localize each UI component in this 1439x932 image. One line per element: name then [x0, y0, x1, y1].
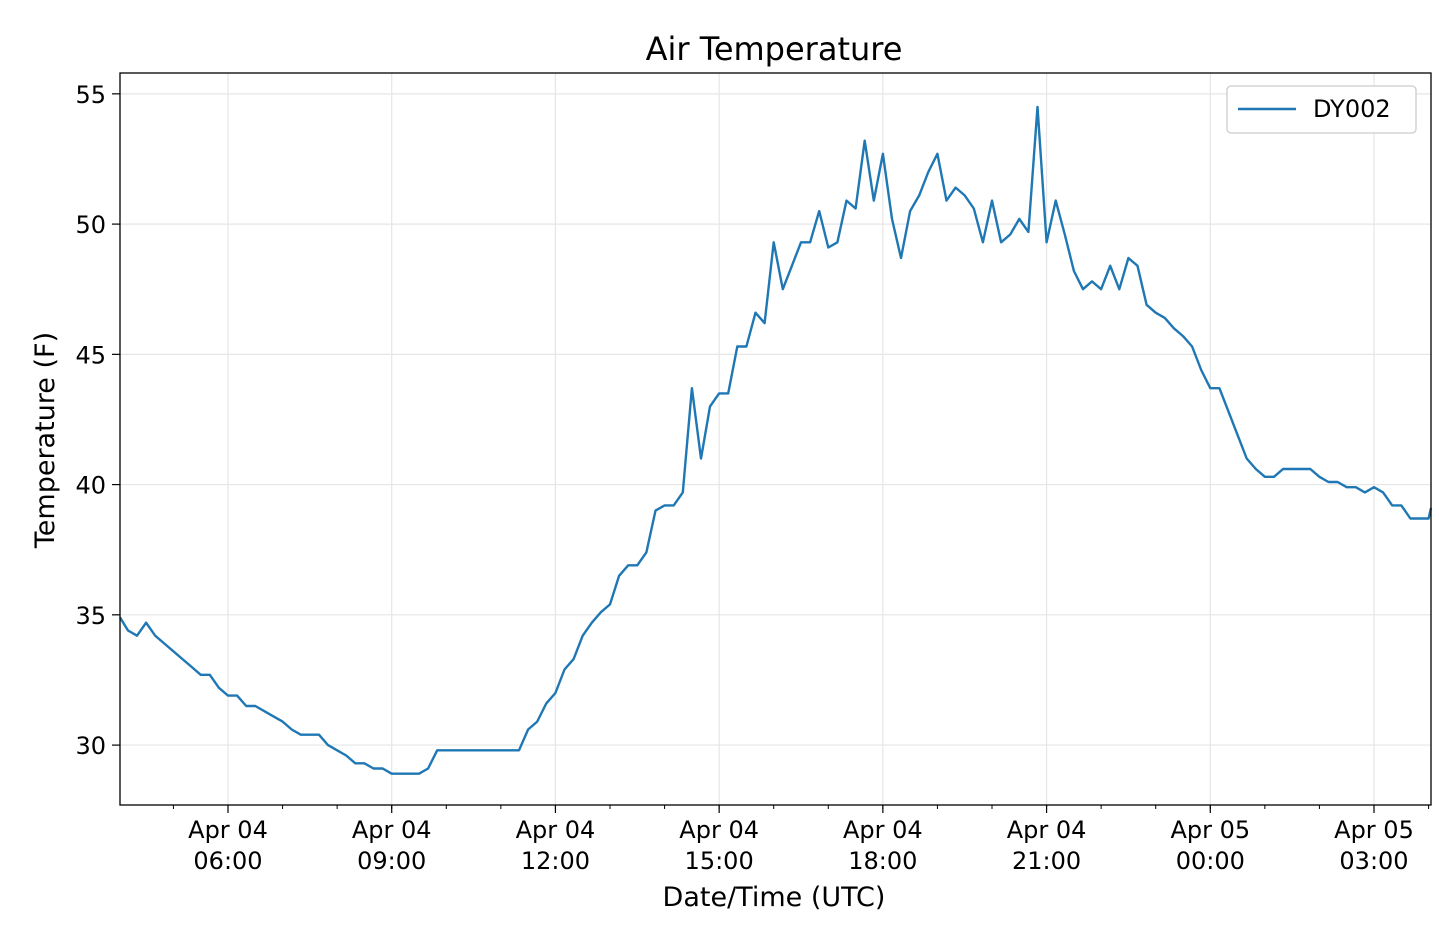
- x-tick-label-time: 03:00: [1339, 847, 1408, 875]
- y-tick-label: 50: [75, 211, 106, 239]
- x-tick-label-time: 21:00: [1012, 847, 1081, 875]
- chart-title: Air Temperature: [646, 30, 903, 68]
- x-tick-label-date: Apr 04: [679, 816, 759, 844]
- y-axis-label: Temperature (F): [30, 332, 61, 549]
- x-tick-label-date: Apr 04: [352, 816, 432, 844]
- x-tick-label-time: 06:00: [193, 847, 262, 875]
- y-tick-label: 45: [75, 341, 106, 369]
- x-tick-label-time: 00:00: [1176, 847, 1245, 875]
- legend: DY002: [1226, 85, 1417, 134]
- x-tick-label-time: 09:00: [357, 847, 426, 875]
- x-tick-label-date: Apr 04: [188, 816, 268, 844]
- legend-box: [1226, 85, 1417, 134]
- y-tick-label: 40: [75, 472, 106, 500]
- y-axis: 30 35 40 45 50 55: [75, 81, 120, 760]
- axes-frame: [119, 72, 1432, 806]
- x-tick-label-date: Apr 04: [843, 816, 923, 844]
- y-tick-label: 30: [75, 732, 106, 760]
- grid-lines: [120, 73, 1431, 805]
- x-tick-label-time: 15:00: [685, 847, 754, 875]
- series-line-dy002: [118, 105, 1433, 775]
- x-tick-label-date: Apr 05: [1334, 816, 1414, 844]
- x-tick-label-date: Apr 04: [1007, 816, 1087, 844]
- legend-label-dy002: DY002: [1313, 95, 1391, 123]
- x-tick-label-time: 18:00: [848, 847, 917, 875]
- plot-area: [118, 105, 1433, 775]
- x-axis: Apr 04 06:00 Apr 04 09:00 Apr 04 12:00 Apr 04 1…: [172, 805, 1430, 875]
- y-tick-label: 35: [75, 602, 106, 630]
- x-tick-label-date: Apr 04: [516, 816, 596, 844]
- x-tick-label-time: 12:00: [521, 847, 590, 875]
- x-tick-label-date: Apr 05: [1170, 816, 1250, 844]
- y-tick-label: 55: [75, 81, 106, 109]
- x-axis-label: Date/Time (UTC): [663, 882, 886, 913]
